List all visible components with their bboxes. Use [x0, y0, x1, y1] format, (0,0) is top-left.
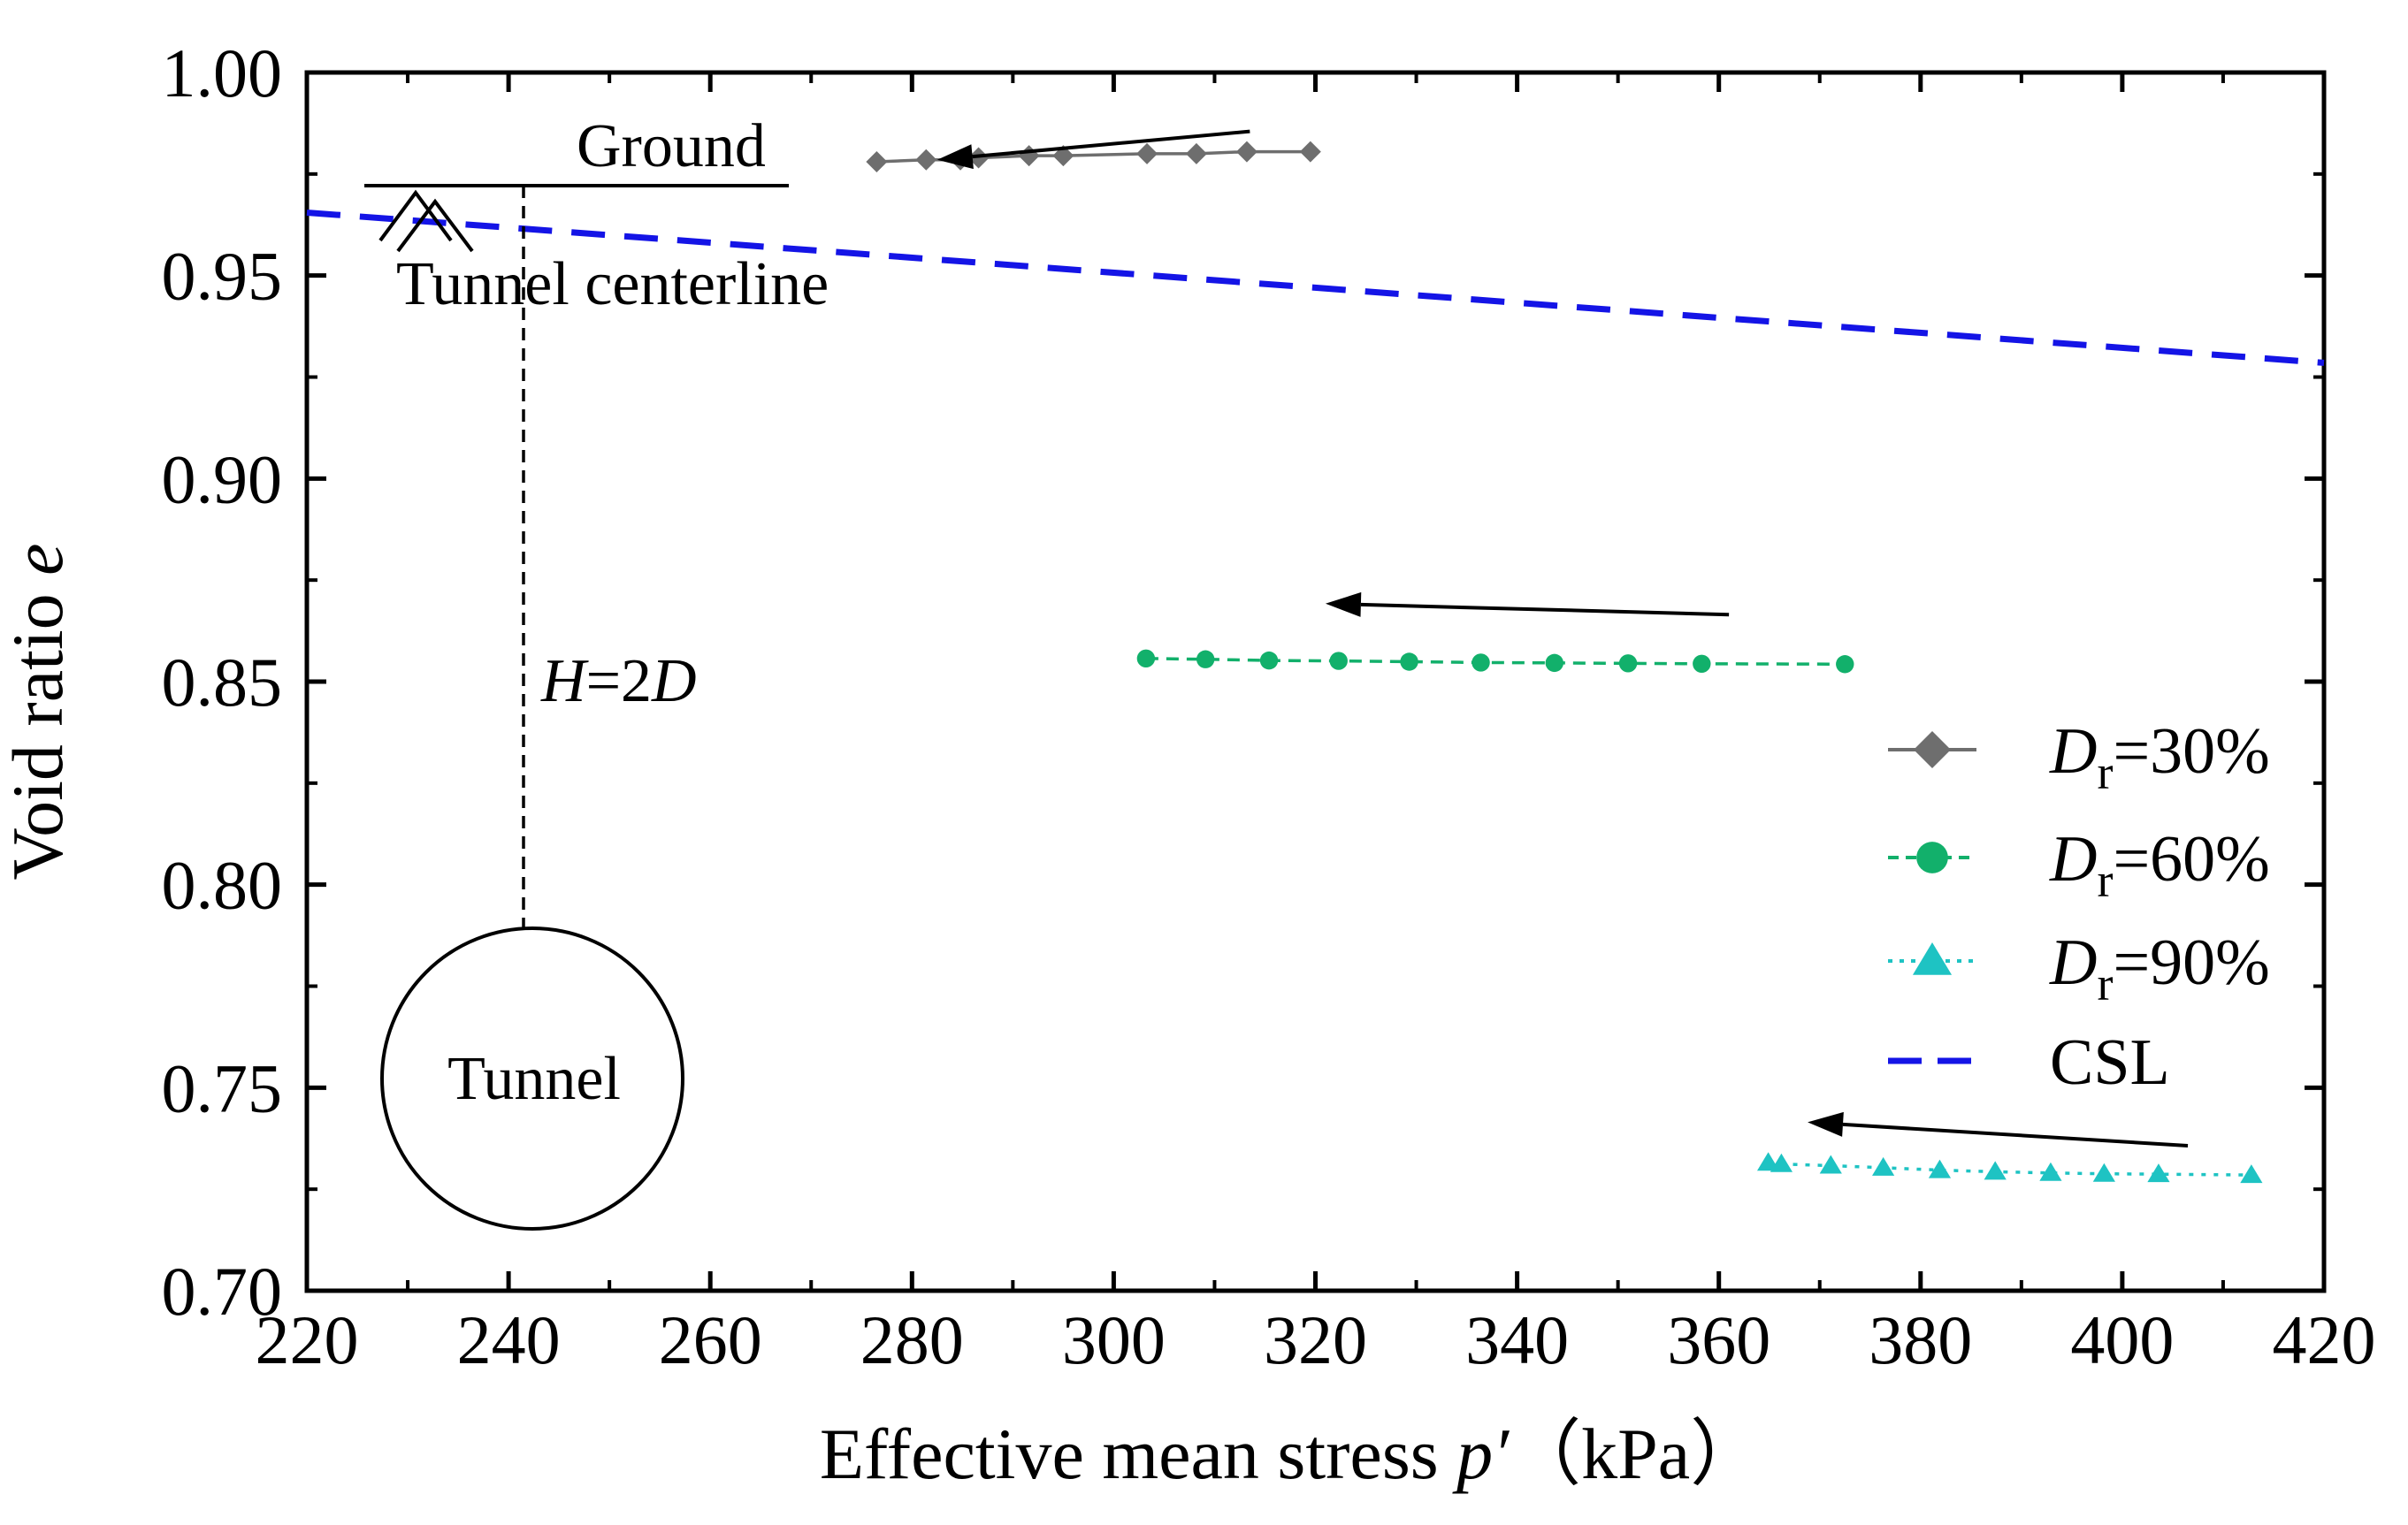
data-point [1136, 649, 1156, 668]
data-point [1872, 1156, 1895, 1176]
legend-entry: Dr=60% [1888, 823, 2270, 907]
data-point [1472, 653, 1490, 672]
tunnel-schematic: Ground Tunnel centerline H=2D Tunnel [364, 112, 829, 1231]
csl-line [306, 209, 2325, 366]
legend-label-rest: =30% [2113, 715, 2269, 788]
legend-label-sub: r [2097, 957, 2113, 1010]
y-tick-label: 0.70 [162, 1253, 283, 1330]
data-point [1259, 651, 1279, 670]
x-tick-label: 360 [1667, 1301, 1770, 1378]
arrow-head [1325, 591, 1362, 617]
legend-marker [1914, 731, 1951, 768]
series-dr60 [1136, 649, 1854, 674]
y-tick-label: 0.95 [162, 238, 283, 315]
ground-surface-symbol [378, 189, 474, 253]
series-line [1145, 657, 1846, 666]
series-dr90 [1756, 1152, 2263, 1184]
direction-arrow [936, 129, 1250, 170]
data-point [1136, 142, 1158, 164]
legend-label-sub: r [2097, 854, 2113, 907]
legend-label-rest: =60% [2113, 823, 2269, 896]
legend-label-main: D [2049, 715, 2097, 788]
x-tick-label: 220 [256, 1301, 359, 1378]
direction-arrow [1325, 591, 1730, 617]
data-point [915, 149, 937, 171]
legend-label: CSL [2050, 1026, 2170, 1099]
data-point [1770, 1153, 1793, 1172]
legend-label-main: D [2049, 823, 2097, 896]
data-point [1235, 141, 1258, 163]
x-tick-label: 260 [659, 1301, 762, 1378]
legend-entry: Dr=90% [1888, 926, 2270, 1010]
data-point [2039, 1162, 2062, 1181]
x-tick-label: 340 [1465, 1301, 1569, 1378]
x-tick-label: 420 [2273, 1301, 2376, 1378]
legend-entry: Dr=30% [1888, 715, 2270, 799]
data-point [1984, 1161, 2007, 1180]
data-point [1819, 1155, 1842, 1174]
legend-marker [1916, 842, 1948, 873]
ground-label: Ground [577, 112, 766, 180]
data-point [1400, 652, 1418, 671]
y-axis-title: Void ratio e [0, 543, 78, 880]
data-point [866, 151, 888, 173]
data-point [1545, 653, 1563, 673]
legend-label-rest: =90% [2113, 926, 2269, 999]
legend: Dr=30%Dr=60%Dr=90%CSL [1888, 715, 2270, 1099]
legend-label-main: CSL [2050, 1026, 2170, 1099]
x-tick-label: 320 [1264, 1301, 1367, 1378]
data-point [1836, 655, 1854, 674]
arrow-head [1808, 1111, 1844, 1137]
tunnel-circle [380, 926, 684, 1231]
y-tick-label: 0.85 [162, 644, 283, 721]
legend-label-main: D [2049, 926, 2097, 999]
legend-marker [1912, 942, 1953, 975]
y-tick-label: 1.00 [162, 34, 283, 111]
data-point [2240, 1164, 2263, 1184]
data-point [1018, 145, 1040, 167]
depth-label: H=2D [540, 647, 697, 715]
tunnel-label: Tunnel [447, 1045, 621, 1113]
arrow-shaft [1842, 1122, 2189, 1148]
x-tick-label: 400 [2070, 1301, 2174, 1378]
x-tick-label: 380 [1869, 1301, 1972, 1378]
x-axis-title: Effective mean stress p′（kPa） [820, 1414, 1762, 1494]
plot-area: 220 240 260 280 300 320 340 360 380 400 420 0.70 0.7… [162, 34, 2376, 1378]
data-point [1329, 652, 1348, 670]
x-tick-label: 280 [860, 1301, 964, 1378]
data-point [2092, 1163, 2115, 1182]
y-tick-label: 0.80 [162, 847, 283, 924]
tunnel-centerline-label: Tunnel centerline [396, 250, 829, 318]
data-point [1185, 142, 1207, 164]
legend-label: Dr=30% [2049, 715, 2270, 799]
series-csl [306, 209, 2325, 366]
legend-label: Dr=60% [2049, 823, 2270, 907]
data-point [1928, 1159, 1952, 1178]
data-point [1693, 654, 1711, 673]
x-tick-label: 300 [1062, 1301, 1166, 1378]
arrow-shaft [972, 129, 1250, 159]
y-tick-label: 0.75 [162, 1049, 283, 1126]
arrow-head [936, 144, 974, 170]
direction-arrow [1808, 1111, 2189, 1148]
legend-label-sub: r [2097, 746, 2113, 799]
arrow-layer [936, 129, 2189, 1148]
arrow-shaft [1360, 602, 1730, 617]
series-line [1768, 1161, 2251, 1177]
x-tick-label: 240 [457, 1301, 561, 1378]
y-tick-label: 0.90 [162, 440, 283, 517]
data-point [1618, 654, 1638, 673]
legend-label: Dr=90% [2049, 926, 2270, 1010]
data-point [1299, 141, 1321, 163]
data-point [2147, 1163, 2170, 1183]
data-point [1196, 650, 1215, 668]
legend-entry: CSL [1888, 1026, 2170, 1099]
